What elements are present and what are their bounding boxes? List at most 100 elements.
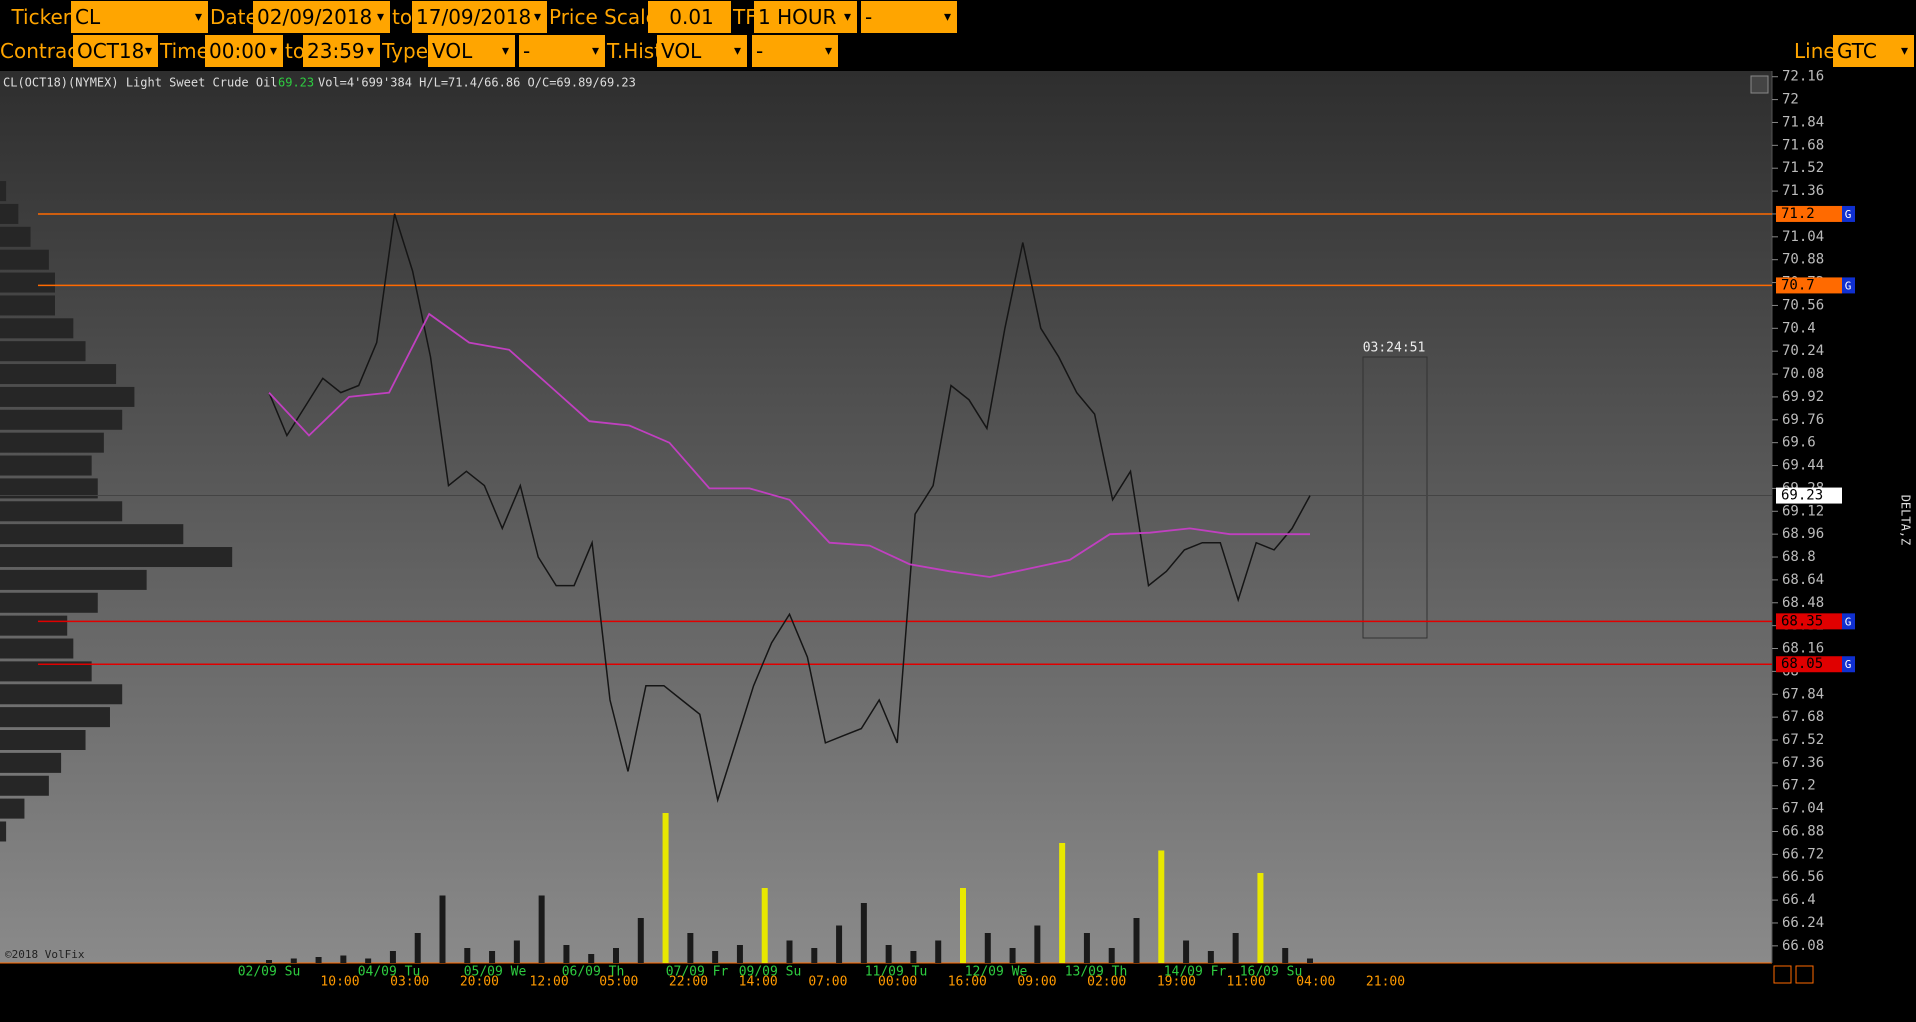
last-tag [1776,487,1842,504]
volume-bar [935,940,942,963]
date-label: 16/09 Su [1240,965,1303,980]
y-tick-label: 69.92 [1782,389,1824,405]
field-select[interactable]: VOL [657,35,747,67]
level-tag-label: 68.05 [1781,656,1823,672]
field-select[interactable]: 00:00 [205,35,283,67]
field-select[interactable]: 17/09/2018 [412,1,547,33]
y-tick-label: 71.52 [1782,160,1824,176]
series-line [268,312,1310,578]
y-tick-label: 69.44 [1782,458,1824,474]
scroll-left[interactable] [1773,965,1792,984]
y-tick-label: 68.16 [1782,641,1824,657]
y-tick-label: 69.12 [1782,503,1824,519]
y-tick-label: 67.2 [1782,778,1816,794]
last-price: 69.23 [278,76,314,90]
level-g-box [1842,613,1855,630]
y-tick-label: 70.24 [1782,343,1824,359]
volume-bar [1059,843,1066,963]
y-tick-label: 70.88 [1782,252,1824,268]
profile-bar [0,569,147,590]
profile-bar [0,638,74,659]
y-tick-label: 66.72 [1782,846,1824,862]
level-g-box [1842,656,1855,673]
profile-bar [0,249,49,270]
volume-bar [1232,933,1239,963]
profile-bar [0,592,98,613]
time-label: 19:00 [1157,975,1196,990]
y-tick-label: 66.24 [1782,915,1824,931]
date-label: 12/09 We [965,965,1028,980]
time-label: 11:00 [1227,975,1266,990]
volume-bar [1158,850,1165,963]
volume-bar [464,948,471,963]
field-select[interactable]: OCT18 [73,35,158,67]
field-select[interactable]: CL [71,1,208,33]
volume-bar [761,888,768,963]
y-tick-label: 72.16 [1782,69,1824,85]
time-label: 03:00 [390,975,429,990]
field-label: TF [733,5,757,29]
time-label: 00:00 [878,975,917,990]
y-tick-label: 70.08 [1782,366,1824,382]
time-label: 22:00 [669,975,708,990]
field-select[interactable]: 23:59 [303,35,380,67]
profile-bar [0,547,233,568]
time-label: 07:00 [808,975,847,990]
field-select[interactable]: - [519,35,605,67]
level-tag-label: 68.35 [1781,613,1823,629]
profile-bar [0,501,123,522]
profile-bar [0,272,55,293]
date-label: 06/09 Th [562,965,625,980]
volume-bar [1257,873,1264,963]
date-label: 13/09 Th [1065,965,1128,980]
y-tick-label: 66.4 [1782,892,1816,908]
instrument-title: CL(OCT18)(NYMEX) Light Sweet Crude Oil [3,76,278,90]
field-label: Price Scale [549,5,658,29]
profile-bar [0,752,62,773]
profile-bar [0,226,31,247]
field-select[interactable]: 1 HOUR [754,1,857,33]
volume-bar [538,895,545,963]
field-select[interactable]: - [861,1,957,33]
level-g-box [1842,277,1855,294]
volume-bar [836,925,843,963]
field-select[interactable]: GTC [1833,35,1914,67]
date-label: 09/09 Su [739,965,802,980]
y-tick-label: 66.56 [1782,869,1824,885]
field-select[interactable]: - [752,35,838,67]
volume-bar [736,945,743,963]
field-select[interactable]: 02/09/2018 [253,1,390,33]
field-label: Ticker [11,5,71,29]
y-tick-label: 70.4 [1782,320,1816,336]
profile-bar [0,524,184,545]
y-tick-label: 67.68 [1782,709,1824,725]
level-tag [1776,613,1842,630]
profile-bar [0,730,86,750]
volume-bar [266,960,272,963]
field-select[interactable]: VOL [428,35,515,67]
profile-bar [0,821,7,842]
time-label: 20:00 [460,975,499,990]
y-tick-label: 68.48 [1782,595,1824,611]
volume-bar [613,948,619,963]
level-g-box [1842,205,1855,222]
time-label: 10:00 [320,975,359,990]
y-tick-label: 68.8 [1782,549,1816,565]
y-tick-label: 71.36 [1782,183,1824,199]
time-label: 05:00 [599,975,638,990]
profile-bar [0,478,98,499]
profile-bar [0,203,19,224]
field-select[interactable]: 0.01 [648,1,731,33]
volume-bar [960,888,966,963]
profile-bar [0,386,135,407]
y-tick-label: 70.56 [1782,297,1824,313]
profile-bar [0,181,7,202]
scroll-right[interactable] [1795,965,1814,984]
volume-bar [563,945,570,963]
level-tag [1776,205,1842,222]
volume-bar [1009,948,1016,963]
time-label: 09:00 [1017,975,1056,990]
volume-bar [414,933,421,963]
pencil-button[interactable] [1750,75,1769,94]
